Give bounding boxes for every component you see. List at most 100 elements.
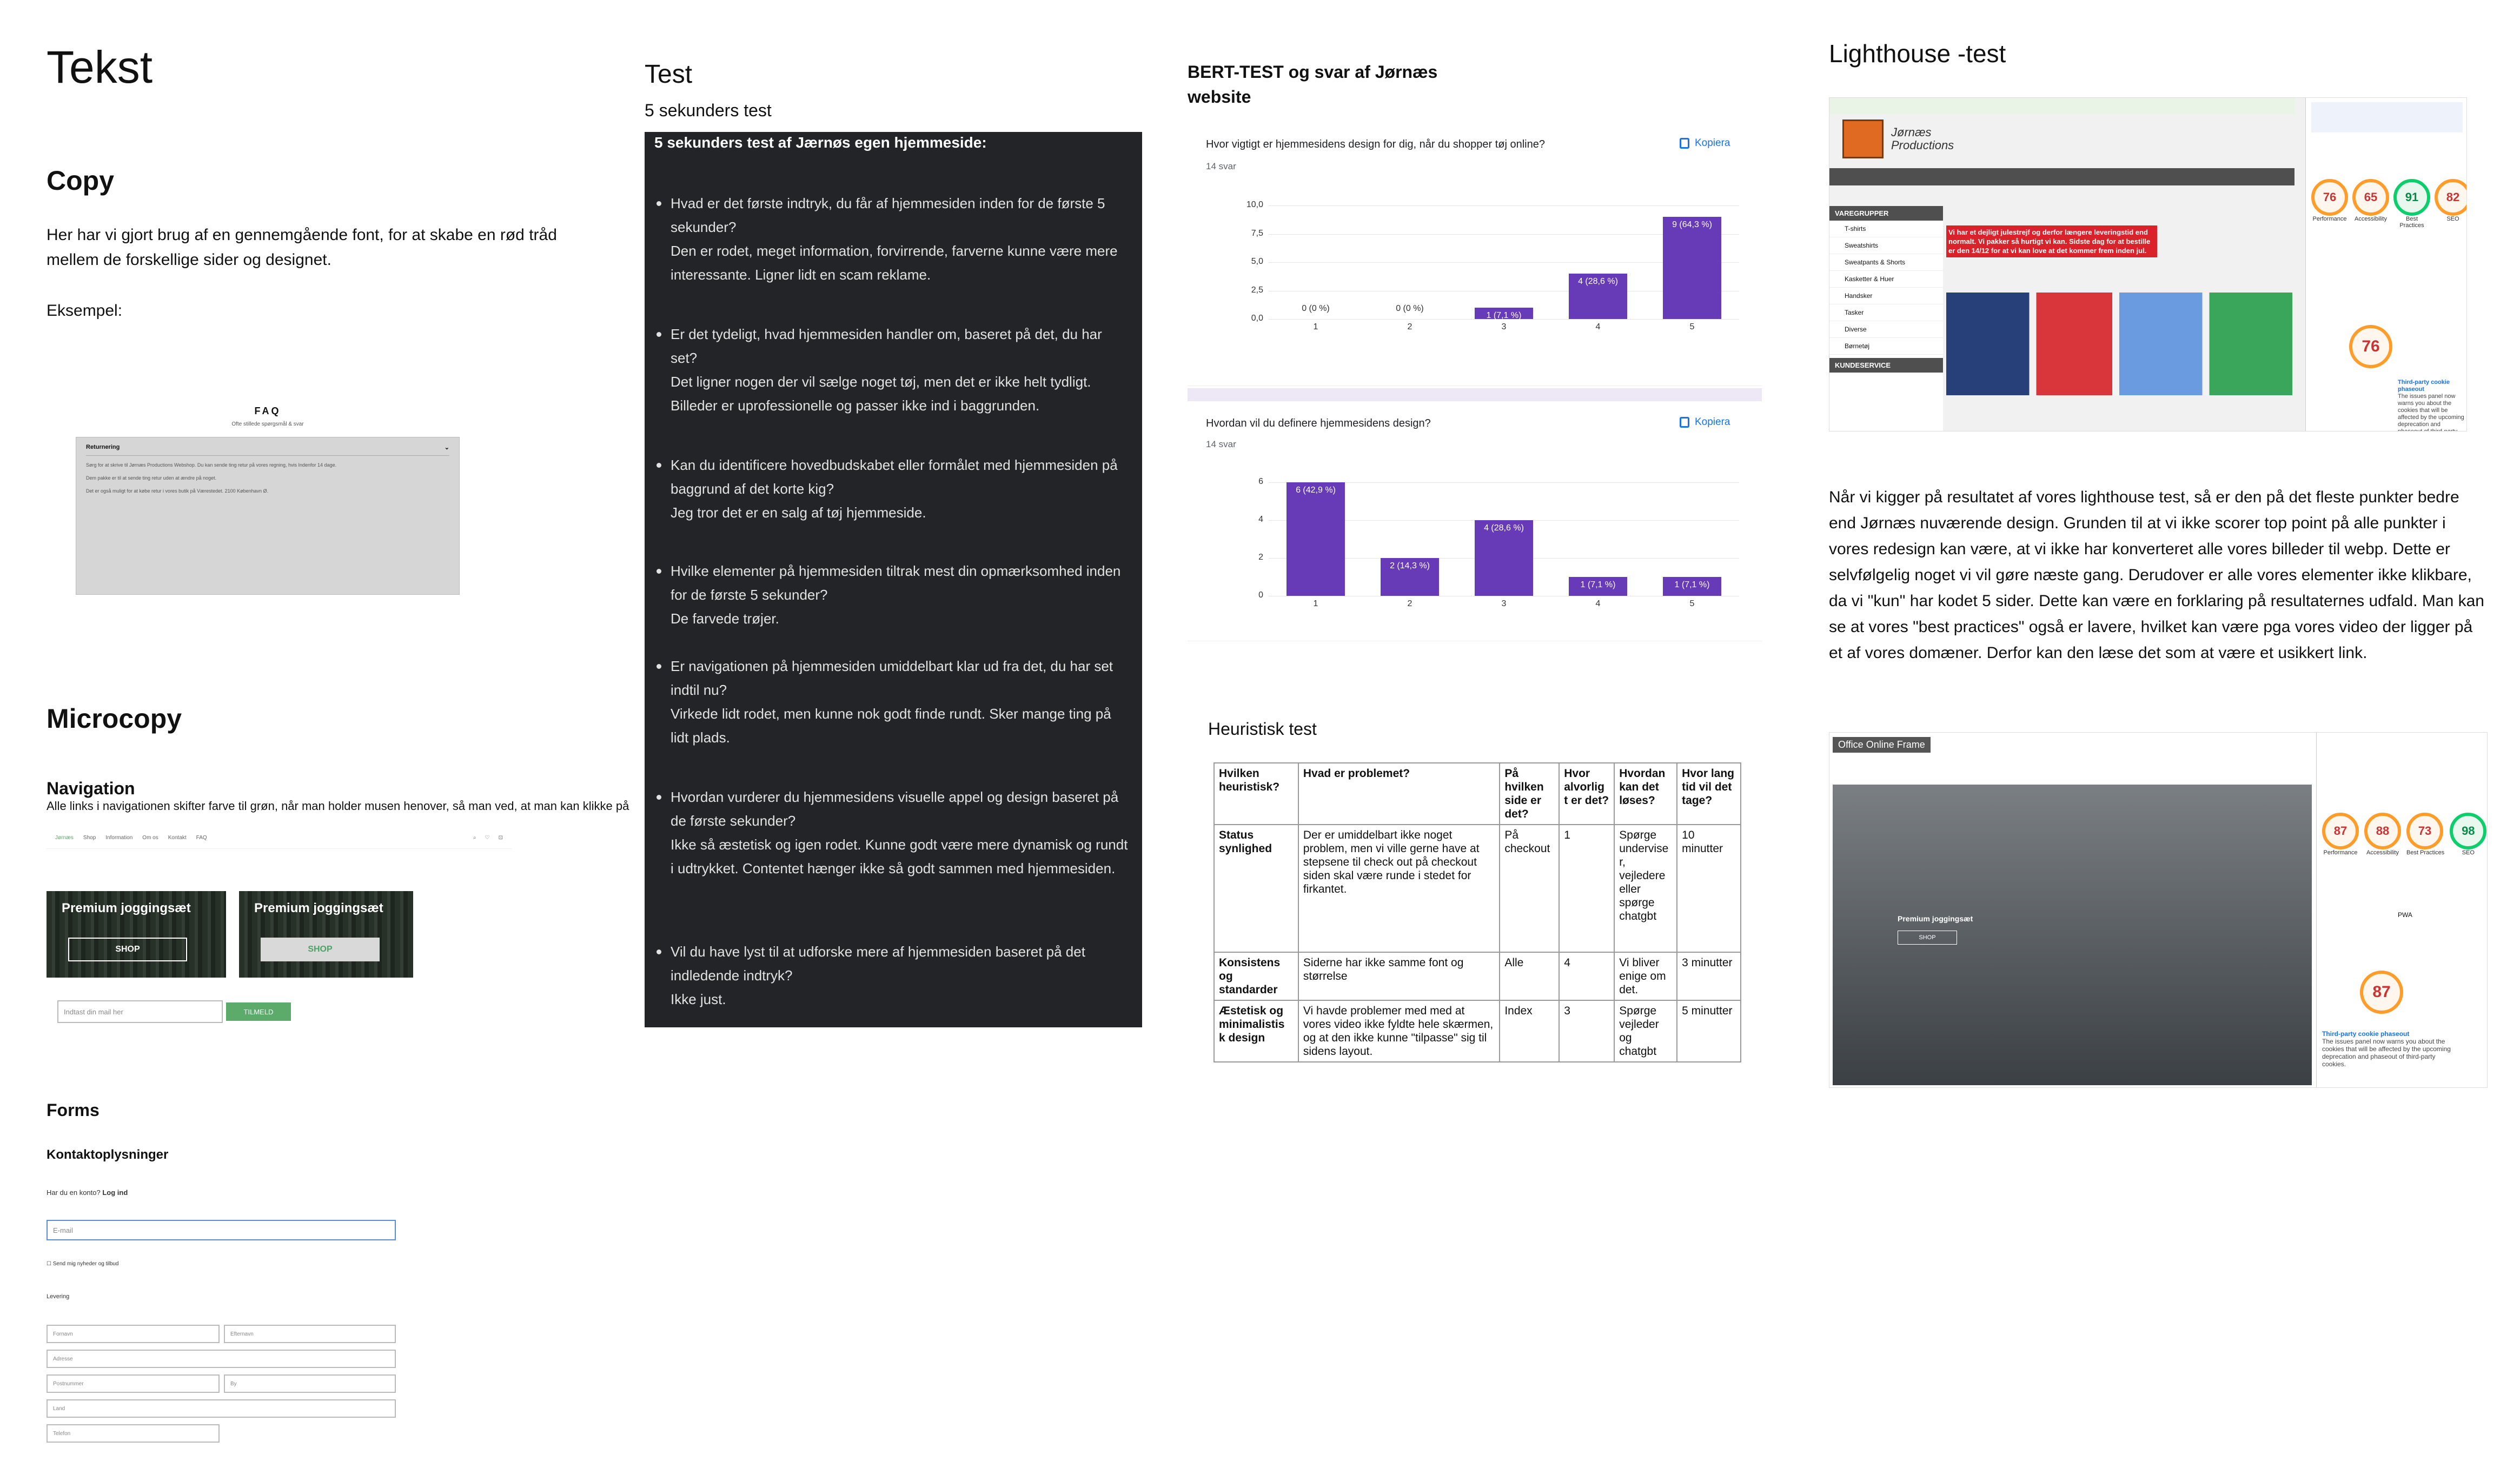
y-tick-label: 2,5 bbox=[1251, 285, 1263, 295]
copy-icon bbox=[1680, 138, 1689, 149]
sidebar-item[interactable]: Tasker bbox=[1829, 304, 1943, 321]
nav-item-contact[interactable]: Kontakt bbox=[168, 835, 187, 841]
copy-button[interactable]: Kopiera bbox=[1680, 416, 1730, 428]
sidebar-item[interactable]: T-shirts bbox=[1829, 221, 1943, 237]
table-cell: 4 bbox=[1559, 952, 1615, 1001]
email-field[interactable]: E-mail bbox=[47, 1220, 396, 1240]
tile-title: Premium joggingsæt bbox=[254, 901, 383, 915]
test-item: Hvordan vurderer du hjemmesidens visuell… bbox=[656, 785, 1131, 880]
nav-item-faq[interactable]: FAQ bbox=[196, 835, 207, 841]
chart-response-count: 14 svar bbox=[1206, 439, 1236, 449]
newsletter-checkbox[interactable]: ☐ Send mig nyheder og tilbud bbox=[47, 1261, 119, 1267]
test-item: Er det tydeligt, hvad hjemmesiden handle… bbox=[656, 322, 1131, 417]
table-cell: Status synlighed bbox=[1213, 824, 1299, 953]
copy-icon bbox=[1680, 417, 1689, 428]
category-sidebar: VAREGRUPPER T-shirts Sweatshirts Sweatpa… bbox=[1829, 206, 1943, 431]
heuristic-title: Heuristisk test bbox=[1208, 719, 1317, 739]
copy-button[interactable]: Kopiera bbox=[1680, 137, 1730, 149]
cart-icon[interactable]: ⊡ bbox=[498, 835, 503, 841]
nav-logo[interactable]: Jørnæs bbox=[55, 835, 74, 841]
chart-response-count: 14 svar bbox=[1206, 161, 1236, 171]
bar: 1 (7,1 %) bbox=[1663, 577, 1721, 596]
microcopy-heading: Microcopy bbox=[47, 703, 182, 734]
table-cell: Spørge undervise r, vejledere eller spør… bbox=[1614, 824, 1678, 953]
test-item: Kan du identificere hovedbudskabet eller… bbox=[656, 453, 1131, 524]
table-cell: 3 minutter bbox=[1676, 952, 1741, 1001]
y-tick-label: 4 bbox=[1258, 515, 1263, 524]
test-title: Test bbox=[645, 60, 693, 89]
table-cell: Konsistens og standarder bbox=[1213, 952, 1299, 1001]
product-tile: Premium joggingsæt SHOP bbox=[47, 891, 226, 978]
sidebar-item[interactable]: Kasketter & Huer bbox=[1829, 271, 1943, 288]
sidebar-item[interactable]: Handsker bbox=[1829, 288, 1943, 304]
x-tick-label: 5 bbox=[1689, 599, 1695, 608]
lighthouse-title: Lighthouse -test bbox=[1829, 39, 2006, 68]
table-row: Æstetisk og minimalistis k design Vi hav… bbox=[1213, 1000, 1741, 1062]
table-header: Hvilken heuristisk? bbox=[1213, 762, 1299, 825]
sidebar-item[interactable]: Sweatshirts bbox=[1829, 237, 1943, 254]
table-header: Hvor lang tid vil det tage? bbox=[1676, 762, 1741, 825]
hero-shop-button[interactable]: SHOP bbox=[1898, 931, 1957, 945]
nav-item-information[interactable]: Information bbox=[105, 835, 133, 841]
sidebar-item[interactable]: Diverse bbox=[1829, 321, 1943, 338]
sidebar-item[interactable]: Sweatpants & Shorts bbox=[1829, 254, 1943, 271]
faq-title: FAQ bbox=[254, 406, 281, 416]
lighthouse-scores: 87 Performance 88 Accessibility 73 Best Pra… bbox=[2322, 813, 2487, 856]
login-link[interactable]: Log ind bbox=[102, 1188, 128, 1197]
phone-field[interactable]: Telefon bbox=[47, 1424, 220, 1443]
x-tick-label: 4 bbox=[1595, 599, 1601, 608]
table-cell: På checkout bbox=[1499, 824, 1560, 953]
shop-button-hover[interactable]: SHOP bbox=[261, 938, 380, 961]
address-field[interactable]: Adresse bbox=[47, 1350, 396, 1368]
x-tick-label: 1 bbox=[1313, 322, 1318, 331]
x-tick-label: 2 bbox=[1407, 599, 1412, 608]
city-field[interactable]: By bbox=[224, 1374, 396, 1393]
x-tick-label: 3 bbox=[1501, 599, 1507, 608]
faq-item-label: Returnering bbox=[86, 444, 120, 450]
table-header: Hvordan kan det løses? bbox=[1614, 762, 1678, 825]
card-divider bbox=[1188, 388, 1762, 401]
score-seo: 98 SEO bbox=[2450, 813, 2487, 856]
faq-subtitle: Ofte stillede spørgsmål & svar bbox=[231, 421, 304, 427]
score-best-practices: 73 Best Practices bbox=[2406, 813, 2444, 856]
chevron-down-icon[interactable]: ⌄ bbox=[444, 444, 449, 451]
table-header-row: Hvilken heuristisk? Hvad er problemet? P… bbox=[1213, 762, 1741, 825]
nav-item-about[interactable]: Om os bbox=[142, 835, 158, 841]
first-name-field[interactable]: Fornavn bbox=[47, 1325, 220, 1343]
sidebar-item[interactable]: Børnetøj bbox=[1829, 338, 1943, 355]
bar: 1 (7,1 %) bbox=[1475, 308, 1533, 320]
gridline bbox=[1269, 234, 1739, 235]
table-cell: Vi bliver enige om det. bbox=[1614, 952, 1678, 1001]
postcode-field[interactable]: Postnummer bbox=[47, 1374, 220, 1393]
score-accessibility: 65 Accessibility bbox=[2352, 179, 2389, 229]
nav-item-shop[interactable]: Shop bbox=[83, 835, 96, 841]
table-cell: Spørge vejleder og chatgbt bbox=[1614, 1000, 1678, 1062]
faq-example: FAQ Ofte stillede spørgsmål & svar Retur… bbox=[76, 406, 460, 611]
data-label: 0 (0 %) bbox=[1396, 304, 1424, 313]
bar: 4 (28,6 %) bbox=[1475, 520, 1533, 596]
x-tick-label: 1 bbox=[1313, 599, 1318, 608]
faq-paragraph: Det er også muligt for at købe retur i v… bbox=[86, 488, 269, 494]
subscribe-button[interactable]: TILMELD bbox=[226, 1002, 291, 1021]
newsletter-input[interactable]: Indtast din mail her bbox=[57, 1000, 223, 1023]
table-cell: Æstetisk og minimalistis k design bbox=[1213, 1000, 1299, 1062]
faq-item[interactable]: Returnering ⌄ Sørg for at skrive til Jørn… bbox=[76, 437, 460, 595]
shop-button[interactable]: SHOP bbox=[68, 938, 187, 961]
copy-text: Her har vi gjort brug af en gennemgående… bbox=[47, 226, 557, 269]
devtools-panel: 87 Performance 88 Accessibility 73 Best Pra… bbox=[2316, 733, 2487, 1087]
table-cell-editing[interactable]: 10 minutter bbox=[1676, 824, 1741, 953]
lighthouse-screenshot-2: Office Online Frame Premium joggingsæt S… bbox=[1829, 732, 2488, 1088]
heart-icon[interactable]: ♡ bbox=[485, 835, 490, 841]
usp-bar bbox=[1829, 98, 2294, 114]
country-field[interactable]: Land bbox=[47, 1399, 396, 1418]
gridline bbox=[1269, 319, 1739, 320]
last-name-field[interactable]: Efternavn bbox=[224, 1325, 396, 1343]
forms-heading: Forms bbox=[47, 1100, 100, 1120]
page-title: Tekst bbox=[47, 42, 153, 92]
data-label: 0 (0 %) bbox=[1302, 304, 1330, 313]
devtools-notice bbox=[2311, 102, 2463, 132]
big-score-gauge: 76 bbox=[2349, 325, 2392, 368]
lighthouse-paragraph: Når vi kigger på resultatet af vores lig… bbox=[1829, 488, 2484, 662]
search-icon[interactable]: ⌕ bbox=[473, 835, 476, 841]
score-performance: 87 Performance bbox=[2322, 813, 2359, 856]
